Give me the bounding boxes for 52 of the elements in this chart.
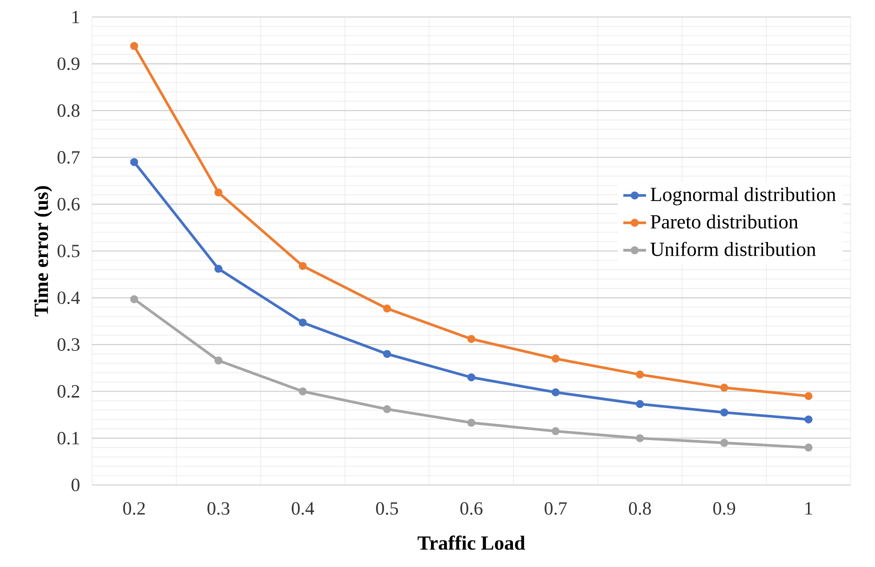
point bbox=[720, 384, 728, 392]
legend-label: Pareto distribution bbox=[650, 214, 798, 229]
point bbox=[636, 370, 644, 379]
point bbox=[720, 438, 728, 447]
point bbox=[804, 392, 813, 400]
y-tick-label: 0 bbox=[72, 478, 80, 492]
y-tick-label: 0.8 bbox=[58, 104, 80, 117]
y-tick-label: 0.1 bbox=[58, 432, 80, 445]
point bbox=[383, 304, 392, 313]
point bbox=[804, 415, 813, 424]
point bbox=[720, 408, 728, 416]
point bbox=[467, 334, 476, 343]
x-tick-label: 0.3 bbox=[207, 502, 230, 515]
y-tick-label: 0.3 bbox=[58, 338, 80, 351]
point bbox=[298, 262, 307, 270]
point bbox=[383, 405, 392, 414]
y-tick-label: 1 bbox=[72, 10, 80, 24]
point bbox=[298, 387, 307, 396]
x-tick-label: 0.5 bbox=[376, 502, 398, 515]
point bbox=[552, 388, 560, 396]
x-axis-title: Traffic Load bbox=[418, 536, 526, 550]
point bbox=[552, 427, 560, 436]
point bbox=[636, 400, 644, 408]
point bbox=[552, 354, 560, 363]
x-tick-label: 0.6 bbox=[460, 502, 482, 515]
y-tick-label: 0.6 bbox=[58, 198, 80, 211]
legend-label: Lognormal distribution bbox=[650, 187, 836, 206]
y-tick-label: 0.4 bbox=[58, 291, 80, 304]
point bbox=[130, 158, 138, 166]
point bbox=[214, 356, 222, 364]
point bbox=[636, 434, 644, 442]
point bbox=[467, 418, 476, 427]
point bbox=[467, 373, 476, 382]
x-tick-label: 1 bbox=[805, 502, 812, 514]
point bbox=[130, 295, 138, 304]
x-tick-label: 0.7 bbox=[544, 502, 567, 515]
point bbox=[804, 444, 813, 452]
y-tick-label: 0.9 bbox=[58, 57, 80, 70]
x-tick-label: 0.2 bbox=[123, 502, 145, 515]
y-tick-label: 0.5 bbox=[58, 244, 80, 258]
point bbox=[130, 42, 138, 50]
x-tick-label: 0.9 bbox=[713, 502, 736, 515]
y-axis-title: Time error (us) bbox=[34, 186, 52, 316]
x-tick-label: 0.8 bbox=[628, 502, 651, 515]
point bbox=[383, 350, 392, 358]
point bbox=[214, 188, 222, 196]
legend-label: Uniform distribution bbox=[650, 242, 816, 256]
y-tick-label: 0.7 bbox=[58, 151, 80, 164]
y-tick-label: 0.2 bbox=[58, 385, 80, 398]
point bbox=[298, 318, 307, 327]
point bbox=[214, 264, 222, 273]
x-tick-label: 0.4 bbox=[292, 502, 314, 515]
